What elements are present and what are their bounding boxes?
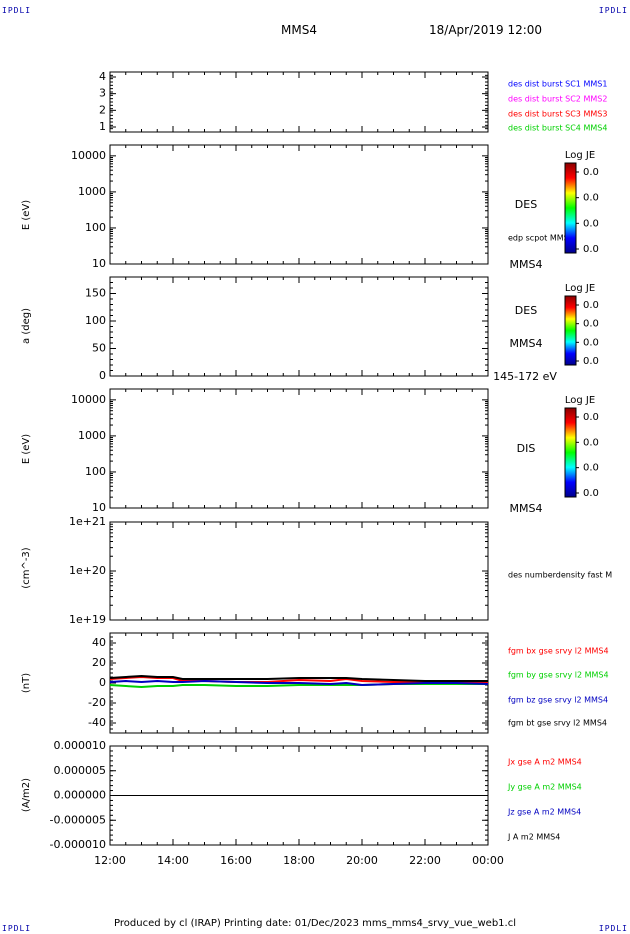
colorbar-title: Log JE [565,395,595,406]
series-line-fgm [109,679,489,687]
colorbar-tick-label: 0.0 [583,193,599,204]
corner-label-bottom-left: IPDLI [2,924,32,933]
x-tick-label: 16:00 [220,854,252,867]
y-tick-label: 1000 [78,185,106,198]
y-axis-label-des-energy: E (eV) [21,200,32,230]
x-tick-label: 00:00 [472,854,504,867]
legend-entry: des dist burst SC1 MMS1 [508,80,607,89]
y-tick-label: 100 [85,465,106,478]
y-tick-label: -0.000005 [50,813,106,826]
y-axis-label-dis-energy: E (eV) [21,434,32,464]
spacecraft-title: MMS4 [281,23,317,37]
footer-credit: Produced by cl (IRAP) Printing date: 01/… [114,918,516,929]
y-axis-label-current: (A/m2) [21,778,32,812]
colorbar-tick-label: 0.0 [583,437,599,448]
y-axis-label-fgm: (nT) [21,673,32,693]
panel-frame-burst [109,71,489,133]
y-tick-label: 1e+21 [69,515,106,528]
series-line-fgm [109,683,488,689]
x-tick-label: 14:00 [157,854,189,867]
colorbar-tick-label: 0.0 [583,319,599,330]
y-tick-label: 4 [99,70,106,83]
y-tick-label: 10000 [71,149,106,162]
colorbar-des-pitch [564,295,577,366]
side-label: MMS4 [510,337,543,350]
panel-frame-des-pitch [109,276,489,377]
colorbar-title: Log JE [565,283,595,294]
y-tick-label: 40 [92,636,106,649]
x-tick-label: 22:00 [409,854,441,867]
side-label: MMS4 [510,502,543,515]
x-tick-label: 12:00 [94,854,126,867]
side-label: MMS4 [510,258,543,271]
legend-entry: des numberdensity fast M [508,571,612,580]
panel-frame-density [109,521,489,621]
colorbar-tick-label: 0.0 [583,488,599,499]
colorbar-tick-label: 0.0 [583,218,599,229]
legend-entry: Jz gse A m2 MMS4 [507,808,581,817]
side-label: DES [515,198,537,211]
series-line-fgm [109,674,488,682]
y-tick-label: 1000 [78,429,106,442]
y-tick-label: 2 [99,103,106,116]
y-tick-label: 0.000010 [54,739,107,752]
y-tick-label: 1e+20 [69,564,106,577]
y-axis-label-density: (cm^-3) [21,547,32,588]
legend-entry: des dist burst SC4 MMS4 [508,124,607,133]
y-tick-label: 0 [99,676,106,689]
legend-entry: Jx gse A m2 MMS4 [507,758,582,767]
y-tick-label: 0.000005 [54,764,107,777]
corner-label-top-left: IPDLI [2,6,32,15]
colorbar-tick-label: 0.0 [583,356,599,367]
legend-entry: des dist burst SC3 MMS3 [508,110,607,119]
side-label: DES [515,304,537,317]
y-tick-label: 100 [85,221,106,234]
x-tick-label: 20:00 [346,854,378,867]
date-title: 18/Apr/2019 12:00 [429,23,543,37]
y-tick-label: -20 [88,696,106,709]
y-tick-label: 0.000000 [54,789,107,802]
colorbar-des-energy [564,162,577,254]
colorbar-tick-label: 0.0 [583,244,599,255]
x-tick-label: 18:00 [283,854,315,867]
colorbar-tick-label: 0.0 [583,412,599,423]
colorbar-dis-energy [564,407,577,498]
colorbar-tick-label: 0.0 [583,337,599,348]
y-tick-label: 10000 [71,393,106,406]
legend-entry: fgm by gse srvy l2 MMS4 [508,671,609,680]
colorbar-tick-label: 0.0 [583,463,599,474]
legend-entry: des dist burst SC2 MMS2 [508,95,607,104]
corner-label-bottom-right: IPDLI [598,924,628,933]
y-tick-label: 10 [92,501,106,514]
side-label: DIS [517,442,536,455]
y-tick-label: -0.000010 [50,838,106,851]
panel-frame-des-energy [109,144,489,265]
colorbar-tick-label: 0.0 [583,167,599,178]
y-tick-label: 0 [99,369,106,382]
y-tick-label: 3 [99,87,106,100]
y-axis-label-des-pitch: a (deg) [21,308,32,344]
legend-entry: fgm bz gse srvy l2 MMS4 [508,696,608,705]
side-label: edp scpot MMS4 [508,234,574,243]
y-tick-label: 20 [92,656,106,669]
y-tick-label: 50 [92,342,106,355]
legend-entry: fgm bx gse srvy l2 MMS4 [508,647,609,656]
colorbar-tick-label: 0.0 [583,300,599,311]
y-tick-label: -40 [88,716,106,729]
colorbar-title: Log JE [565,150,595,161]
y-tick-label: 100 [85,314,106,327]
panel-frame-dis-energy [109,388,489,509]
y-tick-label: 10 [92,257,106,270]
corner-label-top-right: IPDLI [598,6,628,15]
legend-entry: J A m2 MMS4 [507,833,560,842]
side-label: 145-172 eV [493,370,557,383]
y-tick-label: 150 [85,287,106,300]
y-tick-label: 1 [99,120,106,133]
y-tick-label: 1e+19 [69,613,106,626]
legend-entry: fgm bt gse srvy l2 MMS4 [508,719,607,728]
legend-entry: Jy gse A m2 MMS4 [507,783,582,792]
